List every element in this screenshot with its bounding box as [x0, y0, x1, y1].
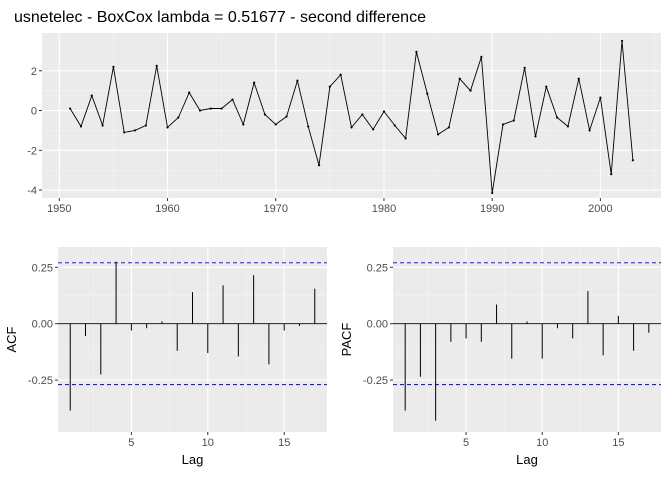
acf-y-tick-label: 0.00	[32, 319, 53, 331]
pacf-y-axis-label: PACF	[339, 323, 354, 357]
ts-y-tick-label: -4	[27, 185, 37, 197]
ts-data-point	[577, 77, 580, 80]
pacf-y-tick-label: -0.25	[363, 375, 388, 387]
ts-data-point	[610, 173, 613, 176]
ts-x-tick-label: 1970	[264, 203, 288, 215]
ts-data-point	[155, 64, 158, 67]
ts-data-point	[491, 191, 494, 195]
ts-data-point	[133, 129, 137, 132]
ts-data-point	[545, 85, 548, 88]
ts-data-point	[79, 125, 83, 128]
ts-data-point	[198, 109, 202, 112]
ts-data-point	[415, 50, 418, 53]
ts-data-point	[501, 123, 505, 126]
ts-data-point	[556, 116, 559, 119]
ts-data-point	[296, 79, 299, 82]
ts-data-point	[188, 91, 191, 94]
ts-data-point	[144, 124, 147, 127]
ts-data-point	[599, 96, 602, 99]
ts-data-point	[328, 85, 331, 88]
ts-data-point	[382, 110, 386, 113]
pacf-panel-background	[393, 247, 661, 432]
ts-data-point	[523, 66, 526, 69]
ts-data-point	[112, 65, 115, 68]
pacf-x-axis-label: Lag	[516, 452, 538, 467]
ts-data-point	[372, 128, 375, 131]
pacf-x-tick-label: 10	[536, 437, 548, 449]
ts-data-point	[404, 137, 407, 140]
ts-data-point	[242, 123, 245, 126]
ts-data-point	[436, 133, 440, 136]
ts-data-point	[123, 131, 126, 134]
ts-data-point	[90, 94, 93, 97]
ts-data-point	[426, 92, 429, 95]
acf-x-tick-label: 15	[278, 437, 290, 449]
ts-data-point	[177, 116, 180, 119]
ts-data-point	[69, 107, 72, 110]
ts-x-tick-label: 1990	[480, 203, 504, 215]
pacf-y-tick-label: 0.25	[367, 262, 388, 274]
ts-y-tick-label: -2	[27, 145, 37, 157]
ts-data-point	[253, 81, 256, 84]
ts-data-point	[317, 164, 321, 167]
acf-y-tick-label: -0.25	[28, 375, 53, 387]
ts-data-point	[350, 126, 353, 129]
ts-data-point	[480, 55, 483, 58]
ts-data-point	[620, 39, 624, 43]
acf-x-axis-label: Lag	[182, 452, 204, 467]
ts-data-point	[166, 126, 169, 129]
ts-data-point	[263, 113, 267, 116]
ts-data-point	[512, 119, 515, 122]
ts-data-point	[534, 135, 537, 138]
ts-data-point	[631, 159, 634, 162]
ts-data-point	[307, 125, 310, 128]
ts-data-point	[231, 98, 234, 101]
ts-data-point	[274, 123, 277, 126]
ts-data-point	[209, 107, 212, 110]
ts-data-point	[588, 129, 591, 132]
ts-x-tick-label: 2000	[588, 203, 612, 215]
ts-x-tick-label: 1950	[47, 203, 71, 215]
ts-x-tick-label: 1960	[155, 203, 179, 215]
acf-y-axis-label: ACF	[4, 326, 19, 352]
acf-x-tick-label: 5	[128, 437, 134, 449]
ts-y-tick-label: 2	[31, 66, 37, 78]
chart-title: usnetelec - BoxCox lambda = 0.51677 - se…	[14, 9, 426, 26]
ts-data-point	[469, 89, 472, 92]
ts-data-point	[447, 126, 450, 129]
ts-data-point	[285, 115, 288, 118]
acf-y-tick-label: 0.25	[32, 262, 53, 274]
ts-y-tick-label: 0	[31, 106, 37, 118]
ts-data-point	[101, 124, 104, 127]
pacf-x-tick-label: 5	[463, 437, 469, 449]
pacf-y-tick-label: 0.00	[367, 319, 388, 331]
pacf-x-tick-label: 15	[612, 437, 624, 449]
ts-data-point	[220, 107, 223, 110]
ts-panel-background	[42, 33, 661, 198]
acf-x-tick-label: 10	[202, 437, 214, 449]
ts-data-point	[393, 124, 396, 127]
ts-data-point	[361, 113, 364, 116]
ts-data-point	[566, 125, 570, 128]
acf-panel-background	[58, 247, 327, 432]
ts-data-point	[339, 73, 342, 76]
ts-x-tick-label: 1980	[372, 203, 396, 215]
ts-data-point	[458, 77, 461, 80]
